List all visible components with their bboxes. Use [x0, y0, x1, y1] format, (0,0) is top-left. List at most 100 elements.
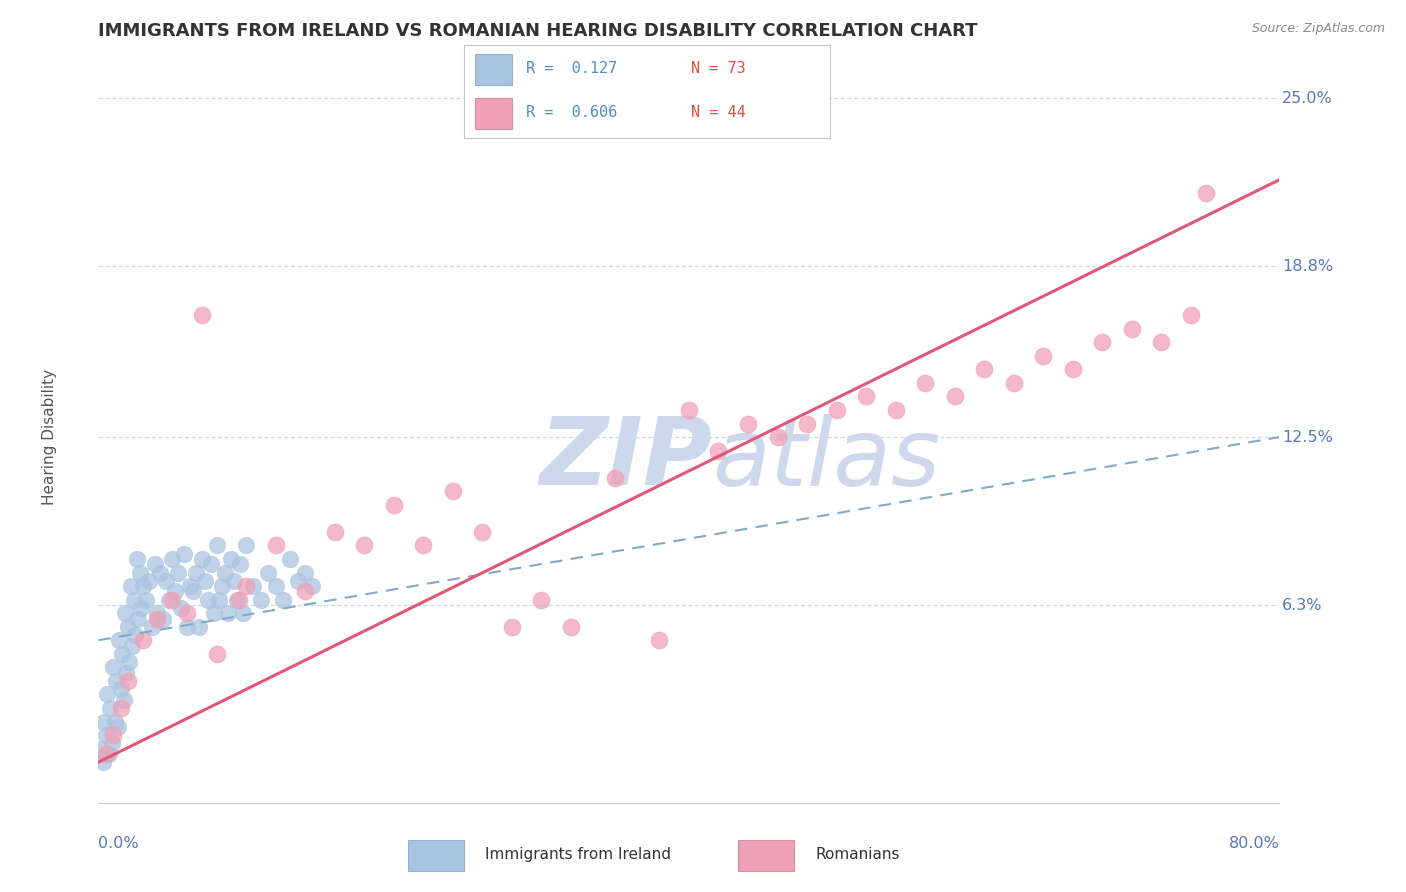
- Point: [125, 552, 148, 566]
- Point: [135, 592, 157, 607]
- Point: [1195, 186, 1218, 201]
- Point: [187, 620, 209, 634]
- Point: [124, 628, 146, 642]
- Point: [1150, 335, 1173, 350]
- Point: [707, 443, 730, 458]
- Point: [149, 566, 172, 580]
- Point: [132, 579, 155, 593]
- Point: [110, 701, 132, 715]
- Point: [114, 606, 136, 620]
- Point: [157, 592, 180, 607]
- Point: [194, 574, 217, 588]
- Text: atlas: atlas: [713, 414, 941, 505]
- Point: [122, 592, 145, 607]
- Point: [152, 611, 174, 625]
- Point: [129, 600, 152, 615]
- Point: [191, 308, 214, 322]
- Point: [1180, 308, 1202, 322]
- Text: N = 73: N = 73: [690, 62, 745, 77]
- Point: [146, 606, 169, 620]
- Point: [202, 606, 225, 620]
- Point: [107, 720, 129, 734]
- Point: [117, 673, 139, 688]
- Point: [128, 566, 150, 580]
- Point: [112, 693, 135, 707]
- Point: [235, 538, 257, 552]
- Point: [353, 538, 375, 552]
- Point: [132, 633, 155, 648]
- Point: [229, 558, 252, 572]
- Text: N = 44: N = 44: [690, 105, 745, 120]
- Point: [264, 579, 287, 593]
- Point: [90, 741, 112, 756]
- Point: [884, 403, 907, 417]
- Point: [103, 728, 125, 742]
- Point: [943, 389, 966, 403]
- Point: [165, 584, 187, 599]
- Point: [103, 660, 125, 674]
- Point: [1032, 349, 1054, 363]
- Point: [796, 417, 818, 431]
- Point: [111, 647, 134, 661]
- Point: [1121, 322, 1143, 336]
- Point: [219, 552, 243, 566]
- Text: ZIP: ZIP: [540, 413, 713, 505]
- Point: [179, 579, 201, 593]
- Point: [97, 747, 120, 761]
- Point: [228, 592, 250, 607]
- Text: 6.3%: 6.3%: [1282, 598, 1322, 613]
- Point: [170, 600, 193, 615]
- Point: [176, 620, 198, 634]
- Point: [1062, 362, 1084, 376]
- Point: [118, 655, 141, 669]
- Point: [184, 566, 207, 580]
- Point: [205, 538, 228, 552]
- Point: [737, 417, 759, 431]
- Point: [678, 403, 700, 417]
- Text: IMMIGRANTS FROM IRELAND VS ROMANIAN HEARING DISABILITY CORRELATION CHART: IMMIGRANTS FROM IRELAND VS ROMANIAN HEAR…: [98, 22, 979, 40]
- Point: [560, 620, 582, 634]
- Point: [146, 611, 169, 625]
- Point: [138, 574, 160, 588]
- Point: [110, 681, 132, 696]
- Point: [91, 755, 114, 769]
- Point: [294, 584, 316, 599]
- Point: [208, 592, 231, 607]
- Point: [115, 665, 138, 680]
- Point: [471, 524, 494, 539]
- Point: [191, 552, 214, 566]
- Point: [181, 584, 204, 599]
- Text: 12.5%: 12.5%: [1282, 430, 1333, 444]
- Text: 80.0%: 80.0%: [1229, 836, 1279, 851]
- Point: [200, 558, 222, 572]
- Point: [98, 701, 121, 715]
- Text: 0.0%: 0.0%: [98, 836, 139, 851]
- Point: [120, 579, 142, 593]
- Point: [1002, 376, 1025, 390]
- Point: [264, 538, 287, 552]
- Point: [93, 714, 115, 729]
- Point: [94, 728, 117, 742]
- Point: [162, 552, 183, 566]
- Point: [232, 606, 254, 620]
- Point: [294, 566, 316, 580]
- FancyBboxPatch shape: [475, 54, 512, 85]
- Point: [214, 566, 236, 580]
- Point: [205, 647, 228, 661]
- Point: [167, 566, 190, 580]
- Text: 25.0%: 25.0%: [1282, 91, 1333, 106]
- Point: [412, 538, 434, 552]
- Point: [143, 558, 166, 572]
- Point: [323, 524, 346, 539]
- Point: [226, 592, 249, 607]
- FancyBboxPatch shape: [738, 839, 794, 871]
- FancyBboxPatch shape: [475, 98, 512, 129]
- Point: [278, 552, 302, 566]
- Point: [224, 574, 246, 588]
- Point: [855, 389, 877, 403]
- Point: [250, 592, 273, 607]
- Point: [441, 484, 464, 499]
- Point: [501, 620, 523, 634]
- Point: [1091, 335, 1114, 350]
- Text: R =  0.127: R = 0.127: [526, 62, 617, 77]
